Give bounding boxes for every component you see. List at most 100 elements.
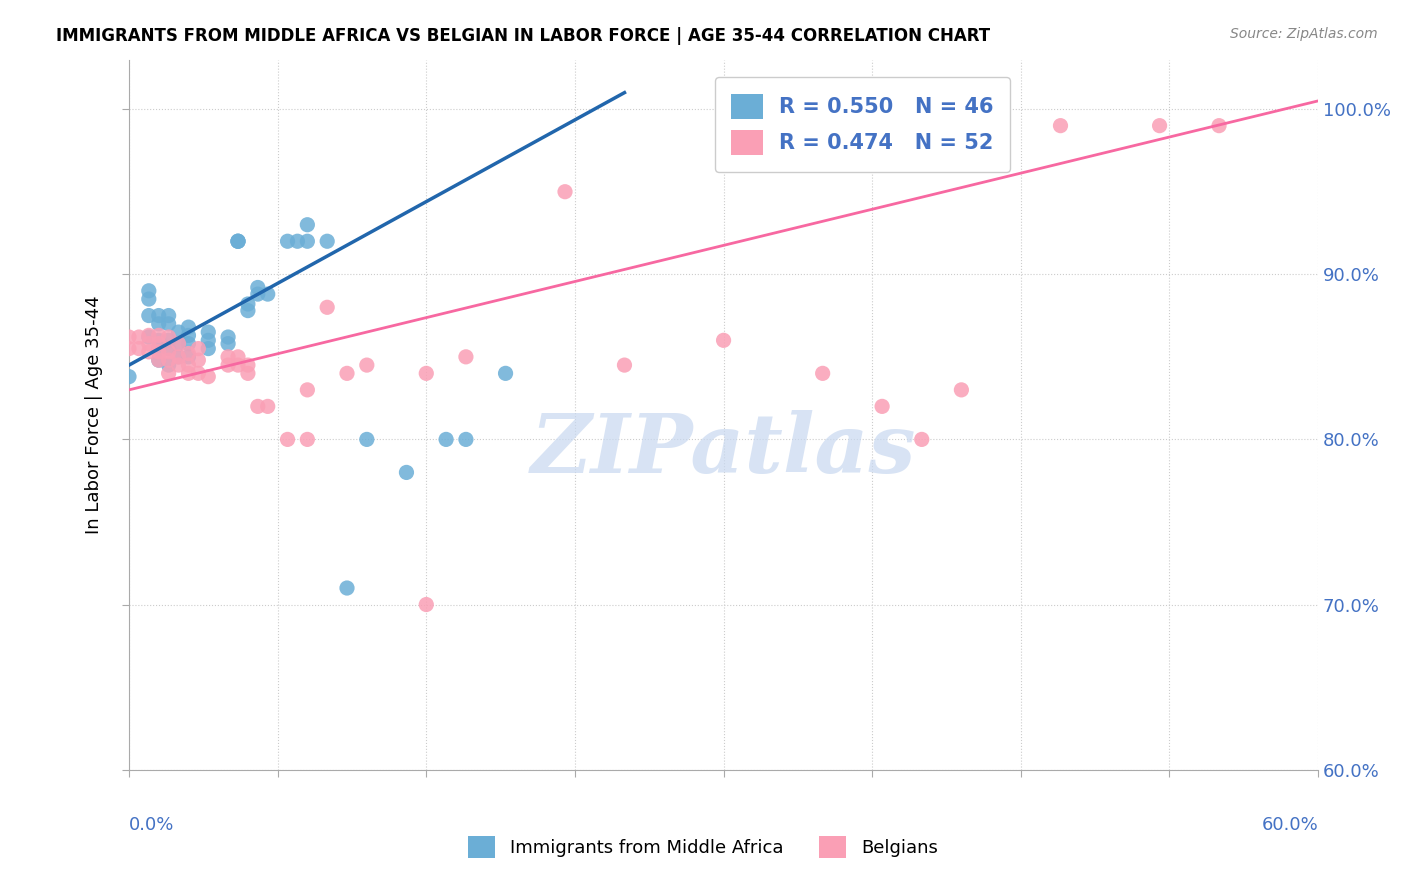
Point (297, 433, 319, 447)
Point (187, 367, 209, 381)
Point (148, 344, 170, 359)
Point (236, 303, 259, 318)
Point (217, 330, 239, 344)
Point (356, 358, 378, 372)
Point (236, 367, 259, 381)
Point (246, 280, 269, 294)
Point (336, 581, 359, 595)
Point (118, 330, 141, 344)
Point (217, 350, 239, 364)
Point (297, 383, 319, 397)
Point (950, 383, 973, 397)
Point (177, 367, 200, 381)
Point (197, 334, 219, 348)
Point (138, 336, 160, 351)
Point (148, 353, 170, 368)
Point (713, 334, 735, 348)
Point (157, 358, 180, 372)
Legend: R = 0.550   N = 46, R = 0.474   N = 52: R = 0.550 N = 46, R = 0.474 N = 52 (714, 77, 1011, 171)
Point (157, 353, 180, 368)
Point (197, 342, 219, 356)
Point (217, 358, 239, 372)
Point (246, 400, 269, 414)
Point (226, 358, 249, 372)
Point (434, 433, 457, 447)
Point (138, 284, 160, 298)
Point (167, 336, 190, 351)
Point (157, 330, 180, 344)
Point (157, 342, 180, 356)
Legend: Immigrants from Middle Africa, Belgians: Immigrants from Middle Africa, Belgians (461, 829, 945, 865)
Point (356, 433, 378, 447)
Point (148, 342, 170, 356)
Point (277, 433, 299, 447)
Point (415, 598, 437, 612)
Point (1208, 119, 1230, 133)
Point (246, 287, 269, 301)
Point (128, 342, 150, 356)
Point (138, 292, 160, 306)
Point (454, 433, 477, 447)
Point (157, 317, 180, 331)
Point (138, 330, 160, 344)
Point (118, 369, 141, 384)
Point (236, 297, 259, 311)
Point (177, 320, 200, 334)
Point (118, 342, 141, 356)
Point (148, 317, 170, 331)
Y-axis label: In Labor Force | Age 35-44: In Labor Force | Age 35-44 (86, 295, 103, 534)
Point (177, 346, 200, 360)
Point (217, 336, 239, 351)
Point (613, 358, 636, 372)
Point (395, 466, 418, 480)
Point (148, 309, 170, 323)
Point (256, 287, 278, 301)
Point (167, 350, 190, 364)
Point (138, 328, 160, 343)
Point (148, 334, 170, 348)
Point (167, 325, 190, 339)
Point (148, 328, 170, 343)
Point (148, 336, 170, 351)
Point (197, 325, 219, 339)
Point (157, 334, 180, 348)
Point (554, 185, 576, 199)
Point (811, 367, 834, 381)
Point (167, 350, 190, 364)
Point (287, 234, 309, 248)
Point (167, 336, 190, 351)
Text: IMMIGRANTS FROM MIDDLE AFRICA VS BELGIAN IN LABOR FORCE | AGE 35-44 CORRELATION : IMMIGRANTS FROM MIDDLE AFRICA VS BELGIAN… (56, 27, 990, 45)
Point (226, 234, 249, 248)
Text: ZIPatlas: ZIPatlas (531, 410, 917, 490)
Point (256, 400, 278, 414)
Text: 0.0%: 0.0% (129, 816, 174, 834)
Text: 60.0%: 60.0% (1261, 816, 1319, 834)
Point (911, 433, 934, 447)
Text: Source: ZipAtlas.com: Source: ZipAtlas.com (1230, 27, 1378, 41)
Point (870, 400, 893, 414)
Point (177, 350, 200, 364)
Point (226, 234, 249, 248)
Point (177, 358, 200, 372)
Point (1149, 119, 1171, 133)
Point (177, 336, 200, 351)
Point (226, 350, 249, 364)
Point (316, 234, 339, 248)
Point (138, 344, 160, 359)
Point (454, 350, 477, 364)
Point (167, 358, 190, 372)
Point (157, 367, 180, 381)
Point (197, 369, 219, 384)
Point (495, 367, 517, 381)
Point (148, 353, 170, 368)
Point (236, 358, 259, 372)
Point (226, 234, 249, 248)
Point (297, 218, 319, 232)
Point (336, 367, 359, 381)
Point (187, 353, 209, 368)
Point (138, 309, 160, 323)
Point (177, 328, 200, 343)
Point (187, 342, 209, 356)
Point (316, 301, 339, 315)
Point (1049, 119, 1071, 133)
